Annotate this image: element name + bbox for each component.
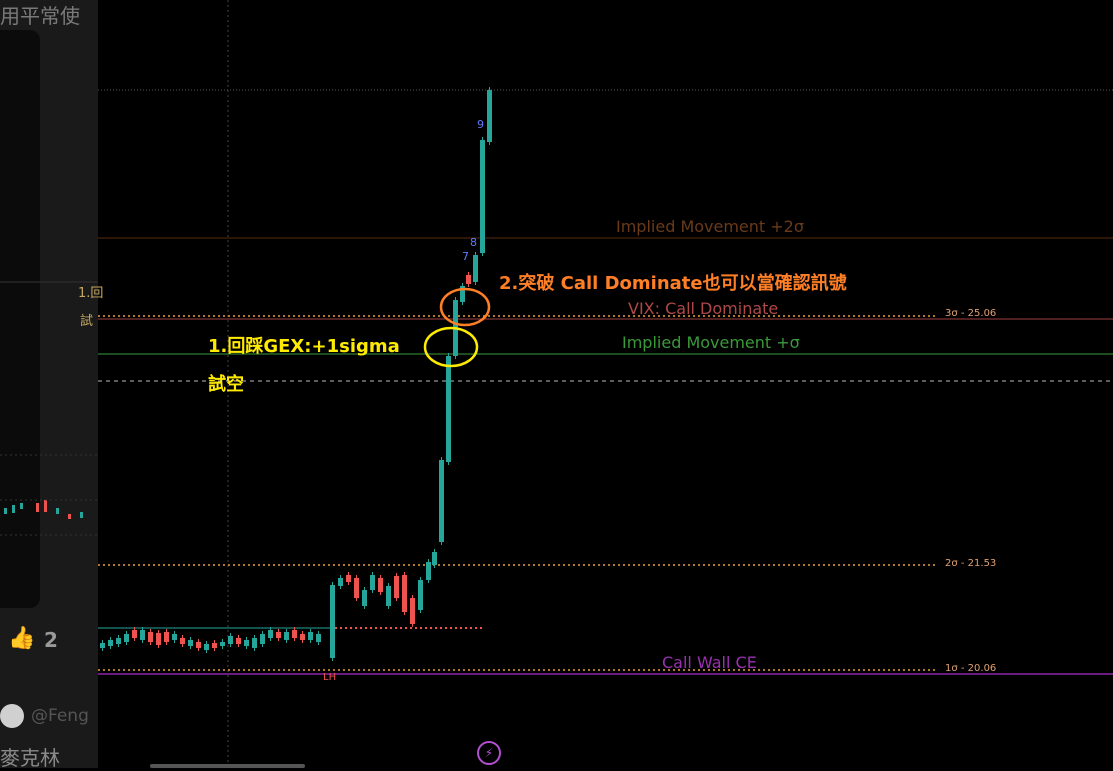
retest-circle — [423, 326, 479, 368]
count-marker-9: 9 — [477, 118, 484, 131]
retest-annotation: 1.回踩GEX:+1sigma — [208, 336, 400, 357]
lh-marker: LH — [323, 672, 337, 683]
vix-call-dominate-label: VIX: Call Dominate — [628, 299, 779, 318]
side-label-1: 1.回 — [78, 286, 104, 301]
side-label-2: 試 — [80, 314, 94, 329]
like-count: 2 — [44, 628, 58, 652]
count-marker-8: 8 — [470, 236, 477, 249]
avatar — [0, 704, 24, 728]
breakout-annotation: 2.突破 Call Dominate也可以當確認訊號 — [499, 273, 847, 294]
sigma3-label: 3σ - 25.06 — [945, 308, 997, 319]
background-mini-candles — [0, 281, 98, 536]
sigma2-label: 2σ - 21.53 — [945, 558, 997, 569]
implied-plus-2sigma-label: Implied Movement +2σ — [616, 217, 804, 236]
call-wall-label: Call Wall CE — [662, 653, 757, 672]
implied-plus-sigma-label: Implied Movement +σ — [622, 333, 800, 352]
sigma1-label: 1σ - 20.06 — [945, 663, 997, 674]
background-header-text: 用平常使 — [0, 4, 80, 28]
thumbs-up-icon[interactable]: 👍 — [8, 626, 36, 651]
candlestick-series — [100, 87, 492, 661]
breakout-circle — [439, 287, 491, 327]
horizontal-scrollbar — [150, 764, 305, 768]
user-name: 麥克林 — [0, 746, 60, 770]
retest-annotation-line2: 試空 — [208, 374, 244, 395]
count-marker-7: 7 — [462, 250, 469, 263]
lightning-icon[interactable]: ⚡ — [477, 741, 501, 765]
user-handle[interactable]: @Feng — [31, 706, 89, 726]
